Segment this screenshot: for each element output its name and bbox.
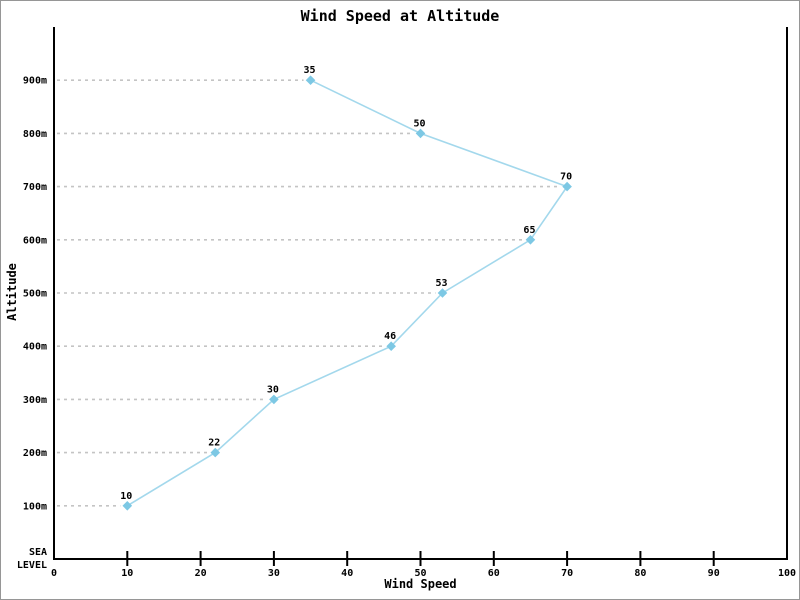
y-tick-label: 100m	[23, 501, 47, 512]
data-point-label: 10	[120, 491, 132, 502]
data-point-label: 22	[208, 438, 220, 449]
x-tick-label: 70	[561, 568, 573, 579]
data-point-label: 53	[435, 278, 447, 289]
data-point-marker	[415, 128, 426, 139]
data-point-label: 46	[384, 331, 396, 342]
x-tick-label: 40	[341, 568, 353, 579]
data-point-marker	[122, 501, 133, 511]
y-tick-label: 200m	[23, 448, 47, 459]
data-point-label: 30	[267, 384, 279, 395]
data-point-marker	[210, 447, 221, 458]
y-tick-label: 300m	[23, 395, 47, 406]
x-tick-label: 30	[268, 568, 280, 579]
x-tick-label: 90	[708, 568, 720, 579]
data-point-marker	[269, 394, 279, 405]
data-point-label: 50	[413, 118, 425, 129]
sea-level-label: SEA	[29, 547, 47, 558]
x-tick-label: 20	[195, 568, 207, 579]
data-point-marker	[525, 235, 536, 245]
y-tick-label: 500m	[23, 289, 47, 300]
x-axis-label: Wind Speed	[384, 577, 457, 591]
data-point-label: 65	[523, 225, 535, 236]
y-tick-label: 600m	[23, 235, 47, 246]
data-point-label: 70	[560, 172, 572, 183]
chart-title: Wind Speed at Altitude	[300, 7, 500, 25]
sea-level-label: LEVEL	[17, 560, 47, 571]
data-point-label: 35	[304, 65, 316, 76]
data-point-marker	[437, 288, 448, 298]
x-tick-label: 80	[634, 568, 646, 579]
data-point-marker	[386, 341, 396, 351]
x-tick-label: 0	[51, 568, 57, 579]
y-tick-label: 800m	[23, 129, 47, 140]
y-tick-label: 900m	[23, 76, 47, 87]
y-tick-label: 700m	[23, 182, 47, 193]
series-line	[126, 79, 569, 507]
x-tick-label: 10	[121, 568, 133, 579]
x-tick-label: 60	[488, 568, 500, 579]
x-tick-label: 50	[414, 568, 426, 579]
data-point-marker	[305, 75, 316, 85]
data-point-marker	[562, 181, 572, 192]
y-tick-label: 400m	[23, 342, 47, 353]
x-tick-label: 100	[778, 568, 796, 579]
